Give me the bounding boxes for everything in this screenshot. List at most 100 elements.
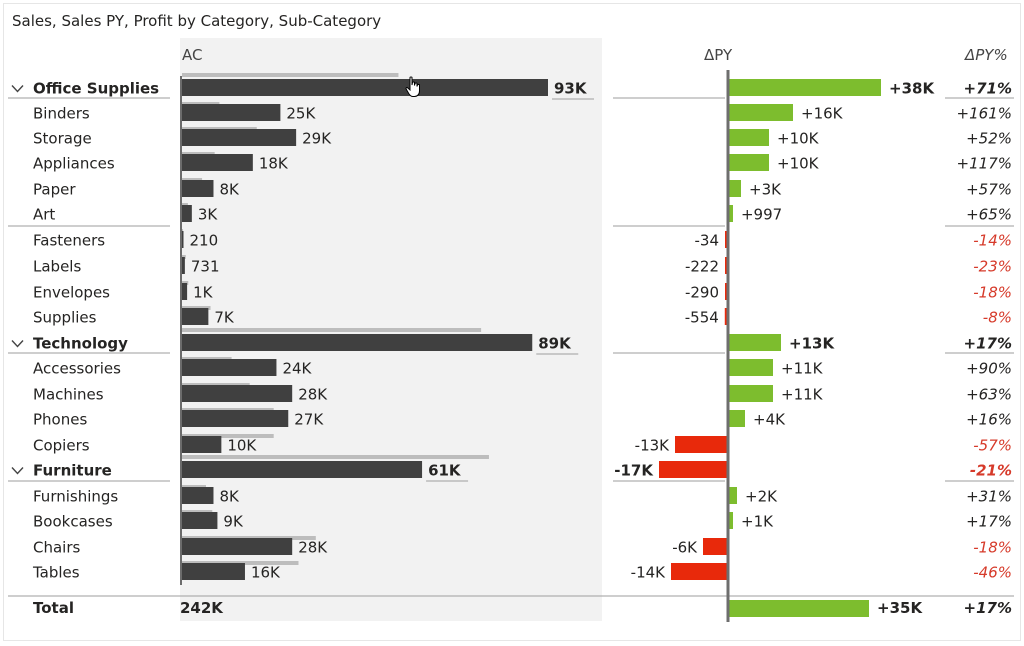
total-delta-py-label: +35K	[877, 599, 923, 617]
ac-value-label: 7K	[214, 309, 235, 327]
ac-bar[interactable]	[182, 205, 192, 222]
column-header-delta-py-percent[interactable]: ΔPY%	[965, 46, 1008, 64]
ac-bar[interactable]	[182, 129, 297, 146]
chevron-down-icon[interactable]	[11, 340, 24, 348]
py-bar[interactable]	[182, 455, 489, 459]
delta-py-bar[interactable]	[675, 436, 727, 453]
delta-py-bar[interactable]	[729, 205, 733, 222]
delta-py-bar[interactable]	[671, 563, 727, 580]
subcategory-label: Supplies	[33, 309, 97, 327]
delta-py-bar[interactable]	[729, 334, 781, 351]
subcategory-label: Binders	[33, 105, 90, 123]
ac-bar[interactable]	[182, 283, 188, 300]
subcategory-label: Envelopes	[33, 284, 110, 302]
ac-bar[interactable]	[182, 334, 533, 351]
ac-value-label: 27K	[294, 411, 324, 429]
delta-py-label: -554	[685, 309, 719, 327]
delta-py-label: -34	[695, 232, 720, 250]
delta-py-bar[interactable]	[729, 487, 737, 504]
delta-py-percent-label: +117%	[957, 155, 1012, 173]
column-header-delta-py[interactable]: ΔPY	[704, 46, 733, 64]
subcategory-label: Tables	[32, 564, 80, 582]
subcategory-label: Appliances	[33, 155, 115, 173]
ac-value-label: 25K	[286, 105, 316, 123]
ac-bar[interactable]	[182, 385, 293, 402]
ac-value-label: 28K	[298, 386, 328, 404]
delta-py-bar[interactable]	[659, 461, 727, 478]
delta-py-label: +11K	[781, 360, 824, 378]
total-label: Total	[33, 599, 74, 617]
ac-bar[interactable]	[182, 410, 289, 427]
py-bar[interactable]	[182, 434, 274, 438]
delta-py-label: +38K	[889, 80, 935, 98]
chart-title: Sales, Sales PY, Profit by Category, Sub…	[12, 12, 382, 30]
py-bar[interactable]	[182, 73, 399, 77]
ac-value-label: 3K	[198, 206, 219, 224]
ac-value-label: 24K	[282, 360, 312, 378]
delta-py-bar[interactable]	[725, 257, 727, 274]
ac-bar[interactable]	[182, 436, 222, 453]
ac-bar[interactable]	[182, 461, 423, 478]
delta-py-bar[interactable]	[729, 129, 769, 146]
ac-bar[interactable]	[182, 180, 214, 197]
subcategory-label: Fasteners	[33, 232, 105, 250]
delta-py-bar[interactable]	[729, 410, 745, 427]
delta-py-bar[interactable]	[729, 104, 793, 121]
delta-py-label: +4K	[753, 411, 786, 429]
ac-bar[interactable]	[182, 538, 293, 555]
delta-py-percent-label: +161%	[957, 105, 1012, 123]
delta-py-label: +10K	[777, 155, 820, 173]
delta-py-percent-label: +17%	[964, 335, 1012, 353]
ac-bar[interactable]	[182, 154, 253, 171]
delta-py-percent-label: -14%	[973, 232, 1012, 250]
delta-py-label: -14K	[631, 564, 666, 582]
delta-py-bar[interactable]	[729, 79, 881, 96]
ac-bar[interactable]	[182, 487, 214, 504]
delta-py-bar[interactable]	[729, 154, 769, 171]
ac-bar[interactable]	[182, 257, 185, 274]
delta-py-label: +16K	[801, 105, 844, 123]
delta-py-percent-label: -18%	[973, 539, 1012, 557]
delta-py-bar[interactable]	[725, 231, 727, 248]
delta-py-bar[interactable]	[729, 359, 773, 376]
ac-bar[interactable]	[182, 563, 245, 580]
delta-py-percent-label: +57%	[966, 181, 1012, 199]
delta-py-bar[interactable]	[729, 180, 741, 197]
chevron-down-icon[interactable]	[11, 467, 24, 475]
delta-py-percent-label: +52%	[966, 130, 1012, 148]
subcategory-label: Accessories	[33, 360, 121, 378]
delta-py-bar[interactable]	[729, 512, 733, 529]
ac-value-label: 18K	[259, 155, 289, 173]
column-header-ac[interactable]: AC	[182, 46, 203, 64]
ac-bar[interactable]	[182, 512, 218, 529]
chevron-down-icon[interactable]	[11, 85, 24, 93]
delta-py-label: -290	[685, 284, 719, 302]
py-bar[interactable]	[182, 328, 482, 332]
ac-bar[interactable]	[182, 104, 281, 121]
ac-bar[interactable]	[182, 231, 184, 248]
delta-py-percent-label: +16%	[966, 411, 1012, 429]
delta-py-label: +997	[741, 206, 782, 224]
ac-bar[interactable]	[182, 359, 277, 376]
total-delta-py-bar[interactable]	[729, 600, 869, 617]
ac-bar[interactable]	[182, 308, 209, 325]
delta-py-bar[interactable]	[703, 538, 727, 555]
delta-py-label: -13K	[635, 437, 670, 455]
ac-value-label: 10K	[227, 437, 257, 455]
ac-value-label: 16K	[251, 564, 281, 582]
ac-value-label: 28K	[298, 539, 328, 557]
ac-value-label: 89K	[538, 335, 572, 353]
delta-py-label: +2K	[745, 488, 778, 506]
ac-value-label: 9K	[223, 513, 244, 531]
delta-py-percent-label: -8%	[983, 309, 1012, 327]
delta-py-label: +10K	[777, 130, 820, 148]
ac-value-label: 61K	[428, 462, 462, 480]
category-label: Technology	[33, 335, 128, 353]
subcategory-label: Chairs	[33, 539, 81, 557]
delta-py-bar[interactable]	[724, 308, 727, 325]
delta-py-bar[interactable]	[725, 283, 727, 300]
delta-py-label: -222	[685, 258, 719, 276]
delta-py-bar[interactable]	[729, 385, 773, 402]
ac-bar[interactable]	[182, 79, 548, 96]
delta-py-percent-label: +17%	[966, 513, 1012, 531]
